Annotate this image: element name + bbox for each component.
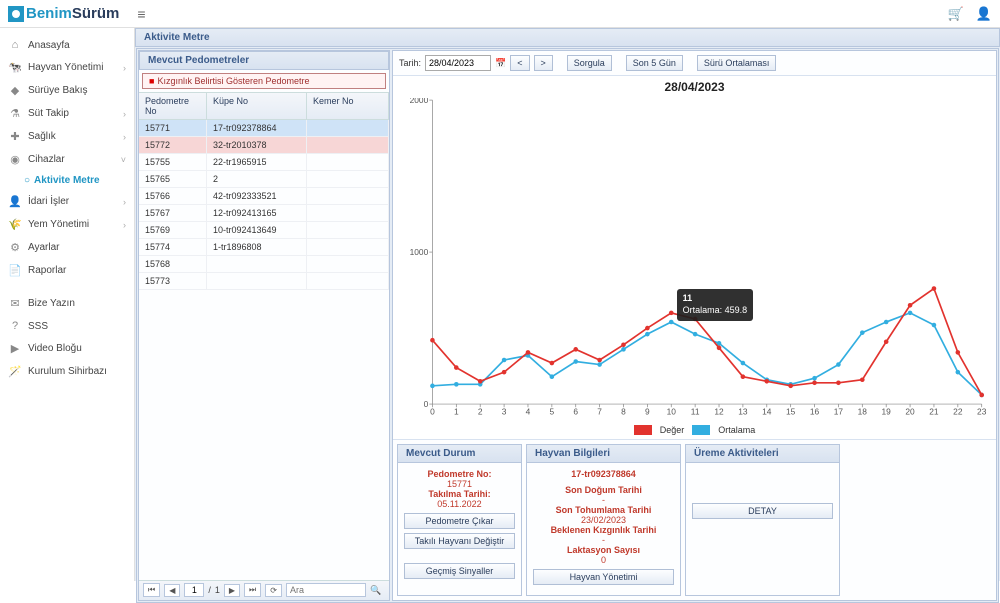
svg-text:14: 14 [762, 407, 772, 417]
search-icon[interactable]: 🔍 [370, 585, 381, 596]
svg-text:10: 10 [667, 407, 677, 417]
svg-text:3: 3 [502, 407, 507, 417]
table-row[interactable]: 1576910-tr092413649 [139, 222, 389, 239]
col-header[interactable]: Kemer No [307, 93, 389, 119]
svg-text:20: 20 [905, 407, 915, 417]
mevcut-durum-title: Mevcut Durum [398, 445, 521, 463]
next-button[interactable]: > [534, 55, 553, 71]
page-title: Aktivite Metre [135, 28, 1000, 47]
nav-i̇dari-i̇şler[interactable]: 👤İdari İşler› [0, 190, 134, 213]
svg-text:16: 16 [810, 407, 820, 417]
remove-pedometer-button[interactable]: Pedometre Çıkar [404, 513, 515, 529]
svg-text:0: 0 [424, 399, 429, 409]
svg-text:22: 22 [953, 407, 963, 417]
svg-text:18: 18 [858, 407, 868, 417]
date-label: Tarih: [399, 58, 421, 68]
svg-text:7: 7 [597, 407, 602, 417]
table-row[interactable]: 157652 [139, 171, 389, 188]
svg-text:13: 13 [738, 407, 748, 417]
nav-sss[interactable]: ?SSS [0, 315, 134, 337]
table-row[interactable]: 1577117-tr092378864 [139, 120, 389, 137]
svg-text:17: 17 [834, 407, 844, 417]
svg-text:6: 6 [573, 407, 578, 417]
nav-kurulum-sihirbazı[interactable]: 🪄Kurulum Sihirbazı [0, 360, 134, 383]
nav-sub-aktivite-metre[interactable]: ○Aktivite Metre [0, 171, 134, 190]
animal-management-button[interactable]: Hayvan Yönetimi [533, 569, 674, 585]
search-input[interactable] [286, 583, 366, 597]
legend-swatch-deger [634, 425, 652, 435]
pager-prev[interactable]: ◀ [164, 584, 180, 597]
pager-first[interactable]: ⏮ [143, 583, 160, 597]
hamburger-icon[interactable]: ≡ [137, 6, 145, 22]
svg-text:15: 15 [786, 407, 796, 417]
prev-button[interactable]: < [510, 55, 529, 71]
hayvan-bilgileri-title: Hayvan Bilgileri [527, 445, 680, 463]
svg-text:5: 5 [550, 407, 555, 417]
last5-button[interactable]: Son 5 Gün [626, 55, 683, 71]
left-panel-title: Mevcut Pedometreler [139, 51, 389, 70]
table-row[interactable]: 157741-tr1896808 [139, 239, 389, 256]
warning-button[interactable]: ■Kızgınlık Belirtisi Gösteren Pedometre [142, 73, 386, 89]
nav-anasayfa[interactable]: ⌂Anasayfa [0, 34, 134, 56]
pager-refresh[interactable]: ⟳ [265, 584, 282, 597]
date-input[interactable] [425, 55, 491, 71]
pager-next[interactable]: ▶ [224, 584, 240, 597]
chart: 0100020000123456789101112131415161718192… [401, 98, 988, 423]
logo-text-dark: Sürüm [72, 5, 120, 22]
logo-icon [8, 6, 24, 22]
nav-süt-takip[interactable]: ⚗Süt Takip› [0, 102, 134, 125]
table-row[interactable]: 15768 [139, 256, 389, 273]
calendar-icon[interactable]: 📅 [495, 58, 506, 69]
svg-text:4: 4 [526, 407, 531, 417]
svg-text:21: 21 [929, 407, 939, 417]
svg-text:0: 0 [430, 407, 435, 417]
col-header[interactable]: Küpe No [207, 93, 307, 119]
svg-text:19: 19 [882, 407, 892, 417]
nav-ayarlar[interactable]: ⚙Ayarlar [0, 236, 134, 259]
svg-text:2000: 2000 [410, 98, 429, 105]
col-header[interactable]: Pedometre No [139, 93, 207, 119]
svg-text:8: 8 [621, 407, 626, 417]
detail-button[interactable]: DETAY [692, 503, 833, 519]
legend-swatch-ortalama [692, 425, 710, 435]
avg-button[interactable]: Sürü Ortalaması [697, 55, 777, 71]
nav-cihazlar[interactable]: ◉Cihazlar˅ [0, 148, 134, 171]
nav-sürüye-bakış[interactable]: ◆Sürüye Bakış [0, 79, 134, 102]
nav-video-bloğu[interactable]: ▶Video Bloğu [0, 337, 134, 360]
table-row[interactable]: 15773 [139, 273, 389, 290]
logo-text-blue: Benim [26, 5, 72, 22]
svg-text:2: 2 [478, 407, 483, 417]
logo: BenimSürüm [8, 5, 119, 22]
table-row[interactable]: 1576712-tr092413165 [139, 205, 389, 222]
user-icon[interactable]: 👤 [976, 6, 992, 22]
table-row[interactable]: 1575522-tr1965915 [139, 154, 389, 171]
change-animal-button[interactable]: Takılı Hayvanı Değiştir [404, 533, 515, 549]
ureme-aktiviteleri-title: Üreme Aktiviteleri [686, 445, 839, 463]
svg-text:12: 12 [714, 407, 724, 417]
nav-bize-yazın[interactable]: ✉Bize Yazın [0, 292, 134, 315]
past-signals-button[interactable]: Geçmiş Sinyaller [404, 563, 515, 579]
svg-text:1: 1 [454, 407, 459, 417]
svg-text:23: 23 [977, 407, 987, 417]
nav-yem-yönetimi[interactable]: 🌾Yem Yönetimi› [0, 213, 134, 236]
svg-text:9: 9 [645, 407, 650, 417]
table-row[interactable]: 1577232-tr2010378 [139, 137, 389, 154]
nav-sağlık[interactable]: ✚Sağlık› [0, 125, 134, 148]
pager-page-input[interactable] [184, 583, 204, 597]
nav-hayvan-yönetimi[interactable]: 🐄Hayvan Yönetimi› [0, 56, 134, 79]
cart-icon[interactable]: 🛒 [948, 6, 964, 22]
svg-text:11: 11 [691, 407, 700, 417]
query-button[interactable]: Sorgula [567, 55, 612, 71]
chart-title: 28/04/2023 [401, 80, 988, 94]
nav-raporlar[interactable]: 📄Raporlar [0, 259, 134, 282]
svg-text:1000: 1000 [410, 247, 429, 257]
pager-last[interactable]: ⏭ [244, 583, 261, 597]
table-row[interactable]: 1576642-tr092333521 [139, 188, 389, 205]
